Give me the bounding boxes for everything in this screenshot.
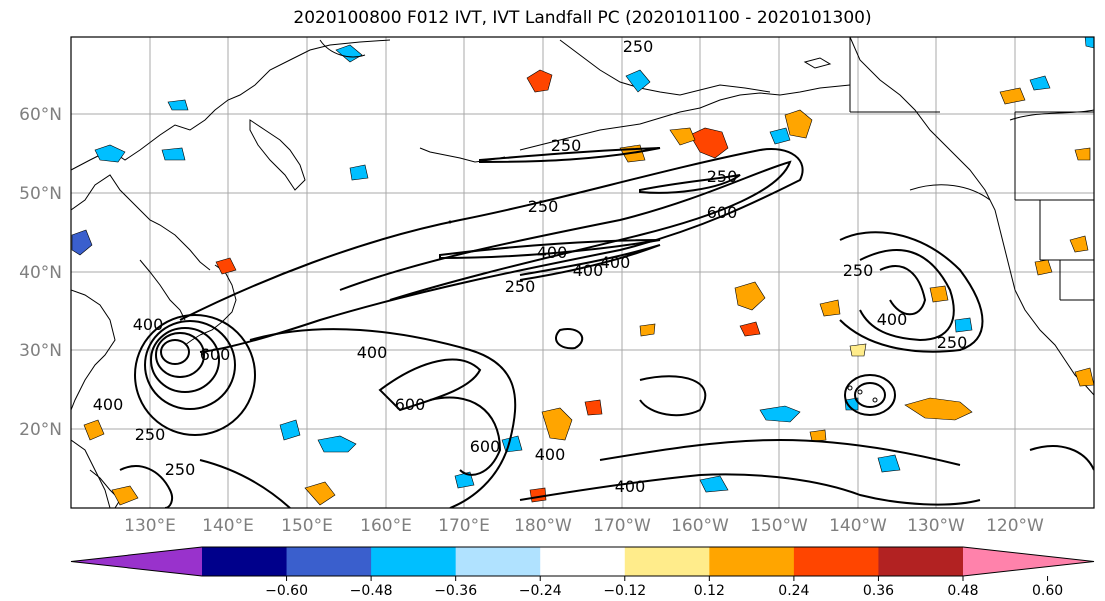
lon-label: 170°E — [438, 516, 490, 536]
contour-label: 250 — [937, 333, 968, 352]
colorbar-swatch — [878, 547, 964, 576]
contour-label: 250 — [165, 460, 196, 479]
colorbar-tick-label: −0.24 — [519, 583, 562, 599]
contour-label: 400 — [600, 253, 631, 272]
lat-label: 50°N — [19, 184, 62, 204]
colorbar-tick-label: 0.12 — [694, 583, 725, 599]
lon-label: 140°W — [829, 516, 887, 536]
colorbar-swatch — [202, 547, 288, 576]
lat-label: 20°N — [19, 420, 62, 440]
map-frame — [70, 36, 1095, 509]
longitude-labels: 130°E 140°E 150°E 160°E 170°E 180°W 170°… — [124, 516, 1044, 536]
contour-label: 400 — [133, 315, 164, 334]
contour-label: 600 — [470, 437, 501, 456]
colorbar-outline — [70, 546, 1095, 577]
colorbar-swatch — [540, 547, 626, 576]
contour-label: 250 — [551, 136, 582, 155]
lon-label: 160°W — [671, 516, 729, 536]
contour-label: 400 — [93, 395, 124, 414]
lon-label: 140°E — [202, 516, 254, 536]
colorbar-tick-label: 0.48 — [947, 583, 978, 599]
lon-label: 150°E — [281, 516, 333, 536]
contour-label: 400 — [537, 243, 568, 262]
lon-label: 130°W — [907, 516, 965, 536]
map-title: 2020100800 F012 IVT, IVT Landfall PC (20… — [293, 8, 872, 28]
contour-label: 400 — [573, 261, 604, 280]
colorbar-swatch — [455, 547, 541, 576]
contour-label: 400 — [615, 477, 646, 496]
colorbar-tick-label: −0.36 — [434, 583, 477, 599]
contour-label: 400 — [357, 343, 388, 362]
contour-label: 250 — [623, 37, 654, 56]
colorbar-swatch — [793, 547, 879, 576]
contour-label: 400 — [877, 310, 908, 329]
boundaries — [849, 37, 1094, 301]
colorbar-extend-low — [71, 547, 202, 576]
contour-label: 250 — [707, 167, 738, 186]
lon-label: 170°W — [593, 516, 651, 536]
contour-label: 600 — [200, 345, 231, 364]
contour-label: 400 — [535, 445, 566, 464]
contour-labels: 250 250 250 250 250 400 600 400 400 600 … — [93, 37, 968, 496]
colorbar-tick-label: −0.48 — [350, 583, 393, 599]
lon-label: 160°E — [360, 516, 412, 536]
colorbar-swatch — [286, 547, 372, 576]
colorbar-tick-label: −0.60 — [265, 583, 308, 599]
contour-label: 250 — [843, 261, 874, 280]
contour-label: 600 — [707, 203, 738, 222]
lat-label: 30°N — [19, 341, 62, 361]
colorbar-tick-label: 0.36 — [863, 583, 894, 599]
colorbar-swatch — [371, 547, 457, 576]
colorbar: −0.60 −0.48 −0.36 −0.24 −0.12 0.12 0.24 0.36 0.4… — [70, 546, 1095, 599]
contour-label: 250 — [528, 197, 559, 216]
negative-anomaly-shading — [71, 37, 1094, 493]
lon-label: 180°W — [514, 516, 572, 536]
colorbar-swatch — [624, 547, 710, 576]
coastlines — [71, 37, 1094, 508]
contour-label: 600 — [395, 395, 426, 414]
lon-label: 130°E — [124, 516, 176, 536]
contour-label: 250 — [505, 277, 536, 296]
lon-label: 120°W — [986, 516, 1044, 536]
colorbar-tick-label: 0.60 — [1032, 583, 1063, 599]
latitude-labels: 20°N 30°N 40°N 50°N 60°N — [19, 105, 62, 440]
minor-contours — [319, 39, 1094, 201]
colorbar-tick-label: −0.12 — [603, 583, 646, 599]
colorbar-swatch — [709, 547, 795, 576]
contour-label: 250 — [135, 425, 166, 444]
colorbar-extend-high — [963, 547, 1094, 576]
colorbar-tick-label: 0.24 — [778, 583, 809, 599]
positive-anomaly-shading — [83, 69, 1094, 506]
lat-label: 60°N — [19, 105, 62, 125]
ivt-contours — [119, 147, 1094, 508]
lat-label: 40°N — [19, 263, 62, 283]
lon-label: 150°W — [750, 516, 808, 536]
